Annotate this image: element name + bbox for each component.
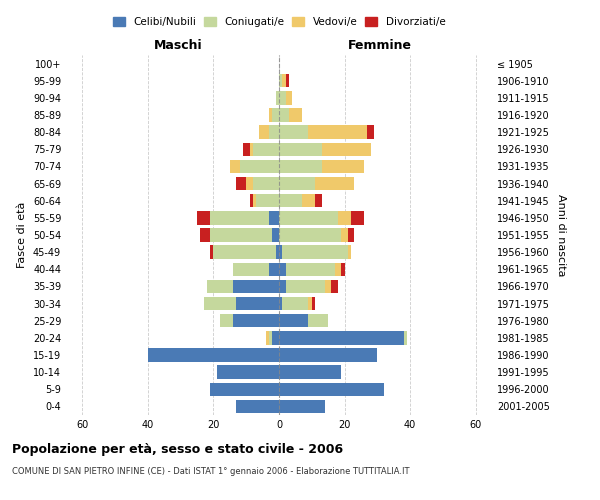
Bar [279,126,308,139]
Bar [279,108,289,122]
Bar [253,142,279,156]
Bar [269,262,279,276]
Bar [279,314,308,328]
Bar [279,177,315,190]
Bar [325,280,331,293]
Text: Femmine: Femmine [348,38,412,52]
Bar [269,211,279,224]
Bar [322,142,371,156]
Bar [236,177,246,190]
Bar [279,400,325,413]
Bar [210,246,214,259]
Bar [351,211,364,224]
Bar [233,280,279,293]
Bar [272,228,279,241]
Text: Popolazione per età, sesso e stato civile - 2006: Popolazione per età, sesso e stato civil… [12,442,343,456]
Bar [214,246,276,259]
Bar [243,142,250,156]
Bar [279,91,286,104]
Bar [348,228,355,241]
Bar [246,177,253,190]
Bar [279,382,384,396]
Bar [259,126,269,139]
Bar [272,331,279,344]
Bar [341,262,344,276]
Text: COMUNE DI SAN PIETRO INFINE (CE) - Dati ISTAT 1° gennaio 2006 - Elaborazione TUT: COMUNE DI SAN PIETRO INFINE (CE) - Dati … [12,468,409,476]
Bar [312,297,315,310]
Bar [308,126,367,139]
Bar [279,228,341,241]
Bar [279,160,322,173]
Bar [279,262,286,276]
Bar [279,194,302,207]
Bar [282,246,348,259]
Bar [286,74,289,88]
Bar [315,177,355,190]
Bar [308,297,312,310]
Bar [315,194,322,207]
Bar [236,400,279,413]
Bar [233,262,269,276]
Legend: Celibi/Nubili, Coniugati/e, Vedovi/e, Divorziati/e: Celibi/Nubili, Coniugati/e, Vedovi/e, Di… [113,17,445,27]
Text: Maschi: Maschi [154,38,202,52]
Bar [210,211,269,224]
Bar [148,348,279,362]
Bar [276,246,279,259]
Bar [341,228,348,241]
Bar [200,228,210,241]
Bar [279,348,377,362]
Bar [331,280,338,293]
Bar [266,331,269,344]
Bar [279,280,286,293]
Bar [217,366,279,379]
Bar [279,366,341,379]
Bar [272,108,279,122]
Bar [239,160,279,173]
Bar [203,297,236,310]
Bar [250,142,253,156]
Bar [233,314,279,328]
Bar [250,194,253,207]
Bar [253,194,256,207]
Bar [279,331,404,344]
Bar [279,297,282,310]
Bar [230,160,239,173]
Bar [302,194,315,207]
Bar [404,331,407,344]
Bar [338,211,351,224]
Bar [289,108,302,122]
Bar [286,262,335,276]
Bar [207,280,233,293]
Bar [322,160,364,173]
Y-axis label: Fasce di età: Fasce di età [17,202,27,268]
Bar [367,126,374,139]
Bar [348,246,351,259]
Bar [256,194,279,207]
Bar [279,246,282,259]
Bar [236,297,279,310]
Bar [220,314,233,328]
Bar [269,331,272,344]
Bar [197,211,210,224]
Bar [282,297,308,310]
Bar [210,382,279,396]
Bar [279,211,338,224]
Bar [210,228,272,241]
Bar [253,177,279,190]
Y-axis label: Anni di nascita: Anni di nascita [556,194,566,276]
Bar [276,91,279,104]
Bar [335,262,341,276]
Bar [279,74,282,88]
Bar [269,108,272,122]
Bar [279,142,322,156]
Bar [269,126,279,139]
Bar [286,91,292,104]
Bar [308,314,328,328]
Bar [286,280,325,293]
Bar [282,74,286,88]
